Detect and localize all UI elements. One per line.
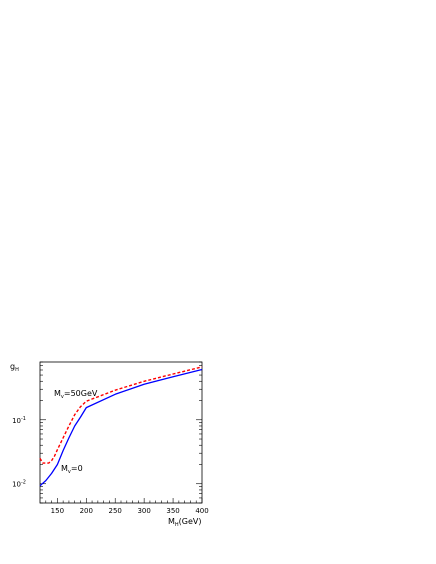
annotation-mv0: Mv=0: [61, 464, 83, 475]
annotation-mv50: Mv=50GeV: [54, 389, 98, 400]
series-layer: [39, 366, 203, 487]
annotation-mv0-rest: =0: [71, 464, 83, 473]
x-tick-label: 250: [109, 507, 122, 515]
series-line-mv0-solid: [39, 368, 203, 487]
x-axis-label-unit: (GeV): [179, 517, 202, 526]
x-axis-label-main: M: [168, 517, 175, 526]
y-tick-label: 10-1: [12, 416, 26, 425]
x-axis-label-sub: H: [175, 522, 179, 528]
y-tick-label-exp: -1: [21, 416, 26, 422]
x-tick-label: 400: [195, 507, 208, 515]
series-line-mv50-dashed: [39, 366, 203, 464]
x-ticks: 150 200 250 300 350 400: [45, 498, 209, 515]
y-axis-label: gH: [10, 362, 19, 373]
y-axis-label-sub: H: [15, 367, 19, 373]
y-tick-label: 10-2: [12, 480, 26, 489]
annotation-mv50-rest: =50GeV: [64, 389, 98, 398]
annotation-mv50-main: M: [54, 389, 61, 398]
annotation-mv0-sub: v: [68, 469, 71, 475]
x-tick-label: 200: [80, 507, 93, 515]
y-tick-label-exp: -2: [21, 480, 26, 486]
y-tick-label-base: 10: [12, 417, 21, 425]
x-axis-label: MH(GeV): [168, 517, 202, 528]
y-axis-label-main: g: [10, 362, 15, 371]
x-tick-label: 350: [166, 507, 179, 515]
y-ticks: 10-110-2: [12, 361, 202, 504]
x-tick-label: 300: [137, 507, 150, 515]
y-tick-label-base: 10: [12, 481, 21, 489]
annotation-mv50-sub: v: [61, 394, 64, 400]
plot-frame: [39, 361, 203, 504]
x-tick-label: 150: [51, 507, 64, 515]
annotation-mv0-main: M: [61, 464, 68, 473]
